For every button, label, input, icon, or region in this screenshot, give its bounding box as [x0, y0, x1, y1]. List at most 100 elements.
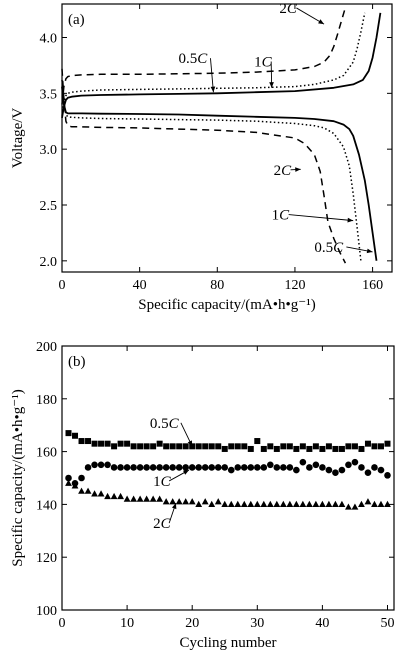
data-point-triangle — [104, 492, 111, 500]
data-point-circle — [286, 464, 294, 471]
data-point-triangle — [130, 495, 138, 502]
annotation-leader — [288, 214, 354, 222]
data-point-circle — [364, 469, 372, 477]
data-point-circle — [273, 464, 281, 471]
data-point-triangle — [149, 495, 157, 502]
x-tick-label: 160 — [362, 278, 383, 293]
data-point-triangle — [364, 498, 372, 505]
data-point-triangle — [292, 500, 300, 507]
data-point-circle — [293, 466, 300, 474]
data-point-triangle — [253, 500, 261, 507]
annotation-label: 1C — [254, 55, 272, 71]
data-point-triangle — [175, 498, 183, 505]
data-point-square — [286, 443, 293, 450]
data-point-circle — [253, 464, 261, 471]
x-axis-label: Specific capacity/(mA•h•g⁻¹) — [138, 297, 315, 313]
data-point-triangle — [169, 498, 177, 505]
data-point-triangle — [156, 495, 164, 502]
data-point-circle — [214, 464, 222, 471]
data-point-circle — [306, 464, 313, 471]
data-point-circle — [377, 466, 385, 474]
data-point-circle — [384, 472, 391, 479]
data-point-triangle — [162, 498, 170, 505]
data-point-square — [293, 445, 300, 452]
data-point-triangle — [182, 498, 190, 505]
data-point-triangle — [240, 500, 248, 507]
data-point-circle — [123, 464, 131, 471]
x-tick-label: 50 — [380, 616, 394, 631]
annotation-arrowhead — [295, 167, 301, 172]
x-tick-label: 0 — [59, 278, 66, 293]
panel-label: (b) — [68, 354, 86, 370]
annotation-arrowhead — [269, 82, 274, 88]
data-point-circle — [84, 464, 92, 471]
data-point-circle — [136, 464, 144, 471]
data-point-square — [195, 443, 202, 450]
x-tick-label: 30 — [250, 616, 264, 631]
data-point-square — [156, 440, 163, 447]
data-point-triangle — [260, 500, 268, 507]
y-tick-label: 100 — [36, 604, 57, 619]
data-point-circle — [332, 469, 339, 477]
x-tick-label: 80 — [210, 278, 224, 293]
y-tick-label: 120 — [36, 551, 57, 566]
data-point-square — [169, 443, 176, 450]
data-point-square — [280, 443, 287, 450]
data-point-triangle — [201, 498, 209, 505]
data-point-circle — [247, 464, 255, 471]
data-point-triangle — [266, 500, 274, 507]
annotation-arrowhead — [318, 19, 325, 25]
data-point-square — [215, 443, 222, 450]
annotation-arrowhead — [182, 470, 189, 475]
data-point-triangle — [371, 500, 378, 507]
annotation-arrowhead — [171, 503, 177, 510]
data-point-circle — [312, 461, 320, 469]
data-point-square — [377, 443, 384, 450]
data-point-triangle — [273, 500, 281, 507]
data-point-circle — [240, 464, 248, 471]
y-tick-label: 200 — [36, 340, 57, 355]
data-point-square — [143, 443, 150, 450]
data-point-circle — [130, 464, 137, 471]
data-point-circle — [91, 461, 98, 469]
x-tick-label: 40 — [315, 616, 329, 631]
data-point-square — [345, 443, 352, 450]
data-point-triangle — [247, 500, 255, 507]
data-point-square — [208, 443, 215, 450]
data-point-square — [319, 445, 326, 452]
annotation-label: 0.5C — [178, 51, 208, 67]
data-point-triangle — [358, 500, 365, 507]
data-point-square — [247, 445, 254, 452]
y-tick-label: 140 — [36, 498, 57, 513]
data-point-square — [384, 440, 391, 447]
data-point-circle — [338, 466, 346, 474]
data-point-square — [117, 440, 124, 447]
data-point-square — [124, 440, 131, 447]
data-point-triangle — [84, 487, 92, 494]
series-dotted-discharge-line — [61, 79, 362, 261]
data-point-triangle — [78, 487, 85, 494]
data-point-triangle — [299, 500, 307, 507]
x-tick-label: 10 — [120, 616, 134, 631]
data-point-circle — [267, 461, 274, 469]
data-point-circle — [78, 474, 85, 482]
data-point-square — [72, 432, 79, 439]
data-point-square — [371, 443, 378, 450]
data-point-square — [325, 443, 332, 450]
data-point-circle — [371, 464, 378, 471]
data-point-triangle — [136, 495, 144, 502]
annotation-label: 1C — [153, 474, 172, 490]
y-tick-label: 3.0 — [40, 143, 58, 158]
data-point-triangle — [338, 500, 346, 507]
data-point-circle — [117, 464, 124, 471]
data-point-triangle — [214, 498, 222, 505]
data-point-square — [202, 443, 209, 450]
data-point-circle — [162, 464, 170, 471]
y-axis-label: Voltage/V — [10, 108, 26, 169]
x-axis-label: Cycling number — [179, 635, 276, 651]
data-point-triangle — [351, 503, 359, 510]
y-tick-label: 180 — [36, 393, 57, 408]
data-point-square — [332, 445, 339, 452]
annotation-label: 1C — [272, 208, 291, 224]
data-point-triangle — [305, 500, 313, 507]
